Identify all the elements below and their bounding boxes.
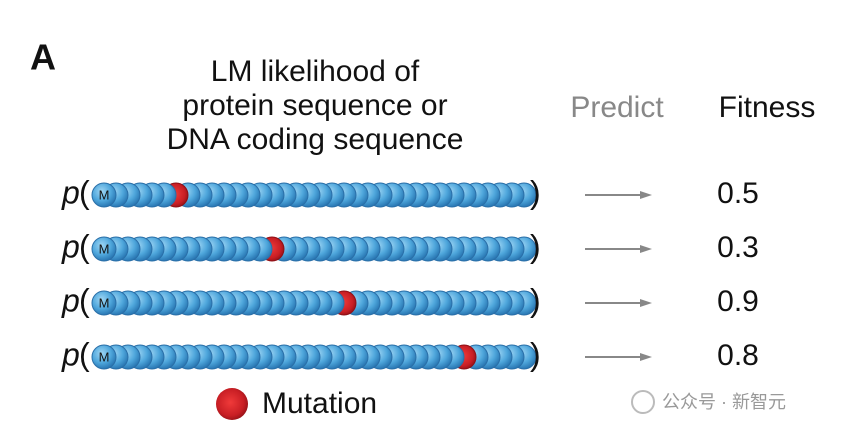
close-paren: ) [530, 228, 541, 264]
open-paren: ( [79, 336, 90, 372]
legend-label: Mutation [262, 387, 377, 420]
function-symbol: p [61, 228, 80, 264]
function-symbol: p [61, 174, 80, 210]
header-line: DNA coding sequence [167, 123, 464, 156]
close-paren: ) [530, 282, 541, 318]
predict-label: Predict [570, 91, 664, 124]
fitness-label: Fitness [719, 91, 816, 124]
watermark: 公众号 · 新智元 [662, 392, 786, 412]
panel-label: A [30, 37, 56, 78]
header-line: LM likelihood of [211, 55, 420, 88]
residue-bead [91, 236, 117, 262]
watermark-icon [631, 390, 655, 414]
start-residue: M [99, 295, 110, 310]
fitness-value: 0.5 [717, 177, 759, 210]
function-symbol: p [61, 282, 80, 318]
start-residue: M [99, 241, 110, 256]
open-paren: ( [79, 228, 90, 264]
residue-bead [91, 182, 117, 208]
start-residue: M [99, 187, 110, 202]
arrow-head [640, 299, 652, 307]
header-line: protein sequence or [182, 89, 447, 122]
open-paren: ( [79, 282, 90, 318]
arrow-head [640, 353, 652, 361]
residue-bead [91, 290, 117, 316]
close-paren: ) [530, 174, 541, 210]
close-paren: ) [530, 336, 541, 372]
fitness-value: 0.9 [717, 285, 759, 318]
residue-bead [91, 344, 117, 370]
legend-swatch [216, 388, 248, 420]
arrow-head [640, 245, 652, 253]
start-residue: M [99, 349, 110, 364]
fitness-value: 0.3 [717, 231, 759, 264]
arrow-head [640, 191, 652, 199]
function-symbol: p [61, 336, 80, 372]
open-paren: ( [79, 174, 90, 210]
fitness-value: 0.8 [717, 339, 759, 372]
